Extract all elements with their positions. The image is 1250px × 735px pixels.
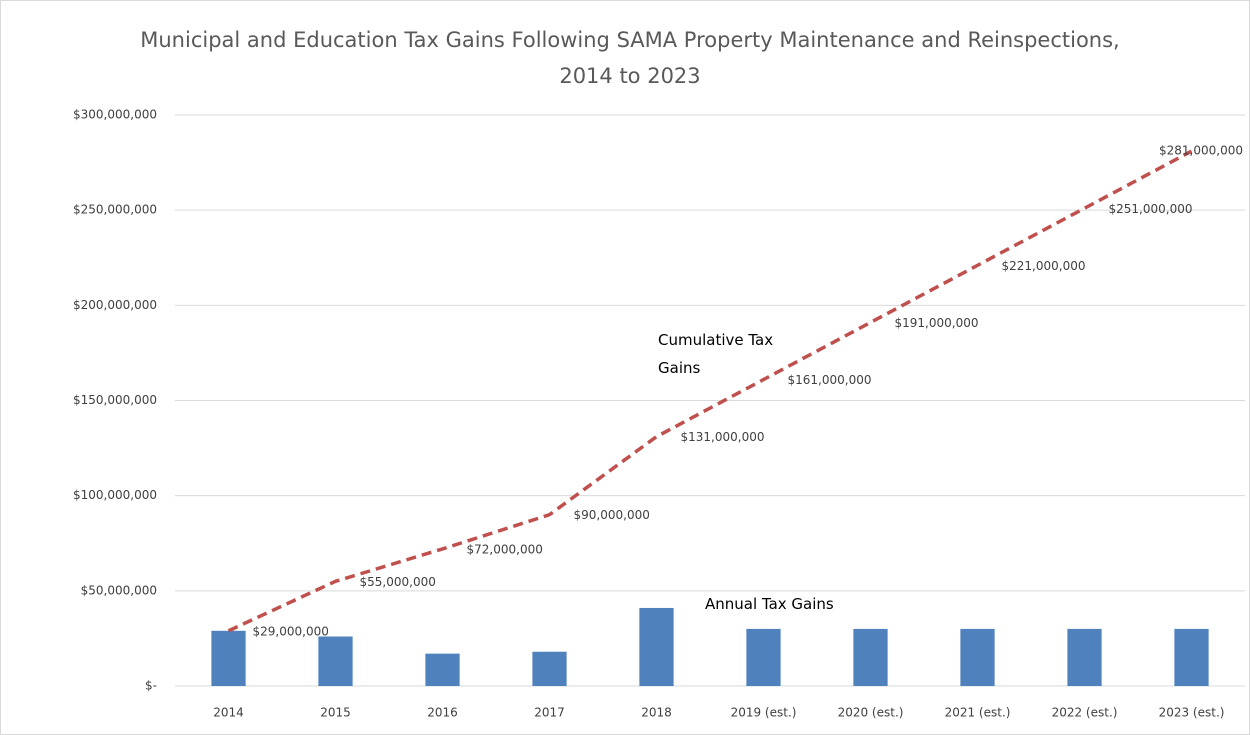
data-label: $72,000,000	[467, 542, 543, 556]
chart-title: Municipal and Education Tax Gains Follow…	[140, 28, 1120, 88]
title-box: Municipal and Education Tax Gains Follow…	[140, 28, 1120, 88]
bar	[1174, 628, 1209, 686]
bar	[318, 636, 353, 686]
x-tick-label: 2018	[641, 706, 672, 720]
bar	[1067, 628, 1102, 686]
data-label: $55,000,000	[360, 575, 436, 589]
y-tick-label: $250,000,000	[73, 203, 157, 217]
x-tick-label: 2023 (est.)	[1159, 706, 1225, 720]
data-label: $90,000,000	[574, 508, 650, 522]
y-tick-label: $200,000,000	[73, 298, 157, 312]
x-tick-label: 2021 (est.)	[945, 706, 1011, 720]
y-tick-label: $300,000,000	[73, 108, 157, 122]
data-label: $29,000,000	[253, 624, 329, 638]
bar	[532, 651, 567, 686]
data-label: $161,000,000	[788, 373, 872, 387]
bar	[211, 630, 246, 686]
bar	[960, 628, 995, 686]
x-tick-label: 2017	[534, 706, 565, 720]
data-label: $191,000,000	[895, 316, 979, 330]
bar	[639, 607, 674, 686]
data-label: $221,000,000	[1002, 259, 1086, 273]
x-tick-label: 2015	[320, 706, 351, 720]
series-label: Annual Tax Gains	[705, 595, 834, 613]
bar	[853, 628, 888, 686]
line	[227, 149, 1193, 633]
data-label: $131,000,000	[681, 430, 765, 444]
series-label-box: Annual Tax Gains	[705, 595, 834, 613]
x-tick-label: 2014	[213, 706, 244, 720]
series-label: Cumulative Tax Gains	[658, 331, 774, 377]
y-tick-label: $100,000,000	[73, 488, 157, 502]
bar	[746, 628, 781, 686]
data-label: $251,000,000	[1109, 202, 1193, 216]
y-tick-label: $50,000,000	[81, 583, 157, 597]
x-tick-label: 2016	[427, 706, 458, 720]
bar	[425, 653, 460, 686]
y-tick-label: $-	[145, 679, 157, 693]
x-tick-label: 2020 (est.)	[838, 706, 904, 720]
x-tick-label: 2022 (est.)	[1052, 706, 1118, 720]
x-tick-label: 2019 (est.)	[731, 706, 797, 720]
data-label: $281,000,000	[1159, 144, 1243, 158]
y-tick-label: $150,000,000	[73, 393, 157, 407]
series-label-box: Cumulative Tax Gains	[658, 331, 774, 377]
